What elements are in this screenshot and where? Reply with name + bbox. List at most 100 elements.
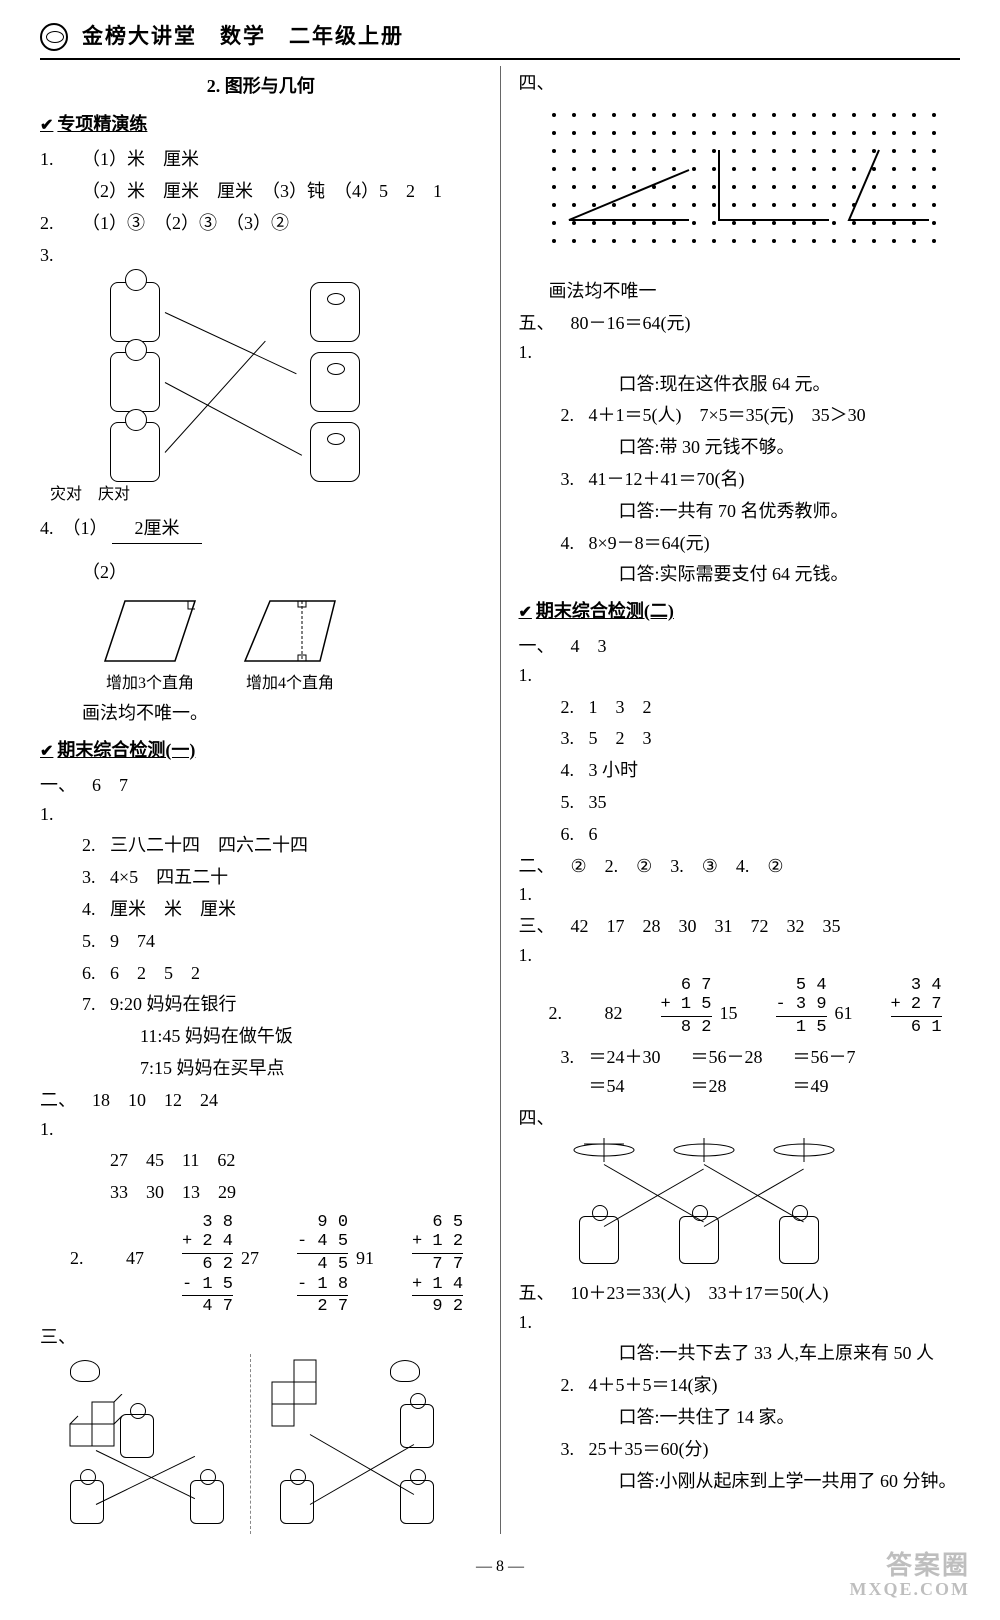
answer-text: 33 30 13 29	[110, 1182, 236, 1202]
item-number: 3.	[82, 863, 110, 892]
answer-text: 9:20 妈妈在银行	[110, 990, 237, 1019]
cross-line	[310, 1445, 414, 1506]
lead-value: 91	[356, 1244, 404, 1317]
person-icon	[280, 1480, 314, 1524]
note-text: 画法均不唯一。	[82, 703, 208, 723]
item-number: 3.	[561, 724, 589, 753]
child-icon	[110, 282, 160, 342]
item-number: 2.	[549, 999, 597, 1038]
bird-icon	[390, 1360, 420, 1382]
answer-text: 三八二十四 四六二十四	[110, 831, 308, 860]
item-number: 2.	[561, 401, 589, 430]
vertical-calc: 3 8+ 2 4 6 2- 1 5 4 7	[182, 1213, 233, 1317]
exam1-title: 期末综合检测(一)	[40, 736, 482, 765]
section-number: 四、	[519, 73, 555, 93]
item-number: 2.	[82, 831, 110, 860]
child-icon	[110, 352, 160, 412]
item-number: 3.	[561, 1043, 589, 1072]
answer-text: 4×5 四五二十	[110, 863, 228, 892]
item-number: 3.	[561, 465, 589, 494]
item-number: 6.	[561, 820, 589, 849]
answer-text: 口答:一共下去了 33 人,车上原来有 50 人	[619, 1343, 935, 1363]
page-header: 金榜大讲堂 数学 二年级上册	[40, 20, 960, 60]
figure-caption: 灾对 庆对	[50, 482, 482, 508]
equation-text: ＝24＋30	[589, 1043, 661, 1072]
answer-text: 口答:一共住了 14 家。	[619, 1407, 795, 1427]
cross-line	[96, 1456, 195, 1505]
divider-line	[250, 1354, 251, 1534]
page-number: — 8 —	[40, 1554, 960, 1580]
answer-text: 6	[589, 820, 598, 849]
lead-value: 47	[126, 1244, 174, 1317]
equation-text: 8×9－8＝64(元)	[589, 529, 710, 558]
item-number: 2.	[561, 1371, 589, 1400]
item-number: 5.	[561, 788, 589, 817]
section-title: 2. 图形与几何	[40, 72, 482, 101]
answer-text: 42 17 28 30 31 72 32 35	[571, 912, 841, 941]
right-column: 四、 画法均不唯一 五、1.80－16＝64(元) 口答:现在这件衣服 64 元…	[519, 66, 961, 1535]
item-number: 4.	[561, 756, 589, 785]
answer-text: 27 45 11 62	[110, 1150, 235, 1170]
equation-text: ＝49	[793, 1072, 856, 1101]
cross-line	[603, 1164, 703, 1222]
answer-text: 厘米 米 厘米	[110, 895, 236, 924]
sub-number: （2）	[82, 562, 127, 582]
equation-text: 80－16＝64(元)	[571, 309, 691, 338]
person-icon	[400, 1404, 434, 1448]
equation-text: ＝28	[691, 1072, 763, 1101]
item-number: 7.	[82, 990, 110, 1019]
answer-text: 9 74	[110, 927, 155, 956]
vertical-calc: 6 5+ 1 2 7 7+ 1 4 9 2	[412, 1213, 463, 1317]
answer-text: （1）米 厘米	[82, 145, 199, 174]
item-number: 3.	[561, 1435, 589, 1464]
equation-text: 41－12＋41＝70(名)	[589, 465, 745, 494]
answer-text: （2）米 厘米 厘米 （3）钝 （4）5 2 1	[82, 181, 442, 201]
lead-value: 61	[835, 999, 883, 1038]
vertical-calc: 5 4- 3 9 1 5	[776, 976, 827, 1038]
equation-text: 25＋35＝60(分)	[589, 1435, 709, 1464]
section-number: 二、1.	[519, 852, 561, 910]
answer-text: 11:45 妈妈在做午饭	[140, 1026, 293, 1046]
person-icon	[120, 1414, 154, 1458]
match-line	[165, 382, 302, 456]
bird-icon	[70, 1360, 100, 1382]
pig-icon	[310, 352, 360, 412]
section-number: 四、	[519, 1108, 555, 1128]
match-line	[165, 312, 297, 374]
item-number: 5.	[82, 927, 110, 956]
answer-text: 35	[589, 788, 607, 817]
equation-text: ＝56－28	[691, 1043, 763, 1072]
section-number: 五、1.	[519, 309, 561, 367]
vertical-arithmetic-row: 2. 47 3 8+ 2 4 6 2- 1 5 4 7 27 9 0- 4 5 …	[70, 1213, 482, 1317]
column-divider	[500, 66, 501, 1535]
child-icon	[579, 1216, 619, 1264]
child-icon	[779, 1216, 819, 1264]
matching-figure	[100, 272, 400, 482]
answer-text: 18 10 12 24	[92, 1086, 218, 1115]
answer-text: 7:15 妈妈在买早点	[140, 1058, 285, 1078]
answer-text: 6 7	[92, 771, 128, 800]
vertical-calc: 6 7+ 1 5 8 2	[661, 976, 712, 1038]
square-stack-icon	[270, 1358, 340, 1438]
item-number: 4. （1）	[40, 518, 108, 538]
item-number: 2.	[40, 209, 82, 238]
section-number: 二、1.	[40, 1086, 82, 1144]
answer-text: 4 3	[571, 632, 607, 661]
answer-text: 6 2 5 2	[110, 959, 200, 988]
exam2-title: 期末综合检测(二)	[519, 597, 961, 626]
child-icon	[110, 422, 160, 482]
section-number: 五、1.	[519, 1279, 561, 1337]
answer-text: 口答:小刚从起床到上学一共用了 60 分钟。	[619, 1471, 957, 1491]
cross-line	[703, 1164, 803, 1222]
planes-match-figure	[559, 1136, 919, 1276]
person-icon	[190, 1480, 224, 1524]
item-number: 4.	[82, 895, 110, 924]
note-text: 画法均不唯一	[549, 281, 657, 301]
answer-text: 5 2 3	[589, 724, 652, 753]
answer-underline: 2厘米	[112, 514, 202, 544]
item-number: 2.	[561, 693, 589, 722]
vertical-calc: 9 0- 4 5 4 5- 1 8 2 7	[297, 1213, 348, 1317]
match-line	[165, 341, 266, 453]
equation-text: ＝54	[589, 1072, 661, 1101]
angle-shapes-row: 增加3个直角 增加4个直角	[100, 591, 482, 697]
